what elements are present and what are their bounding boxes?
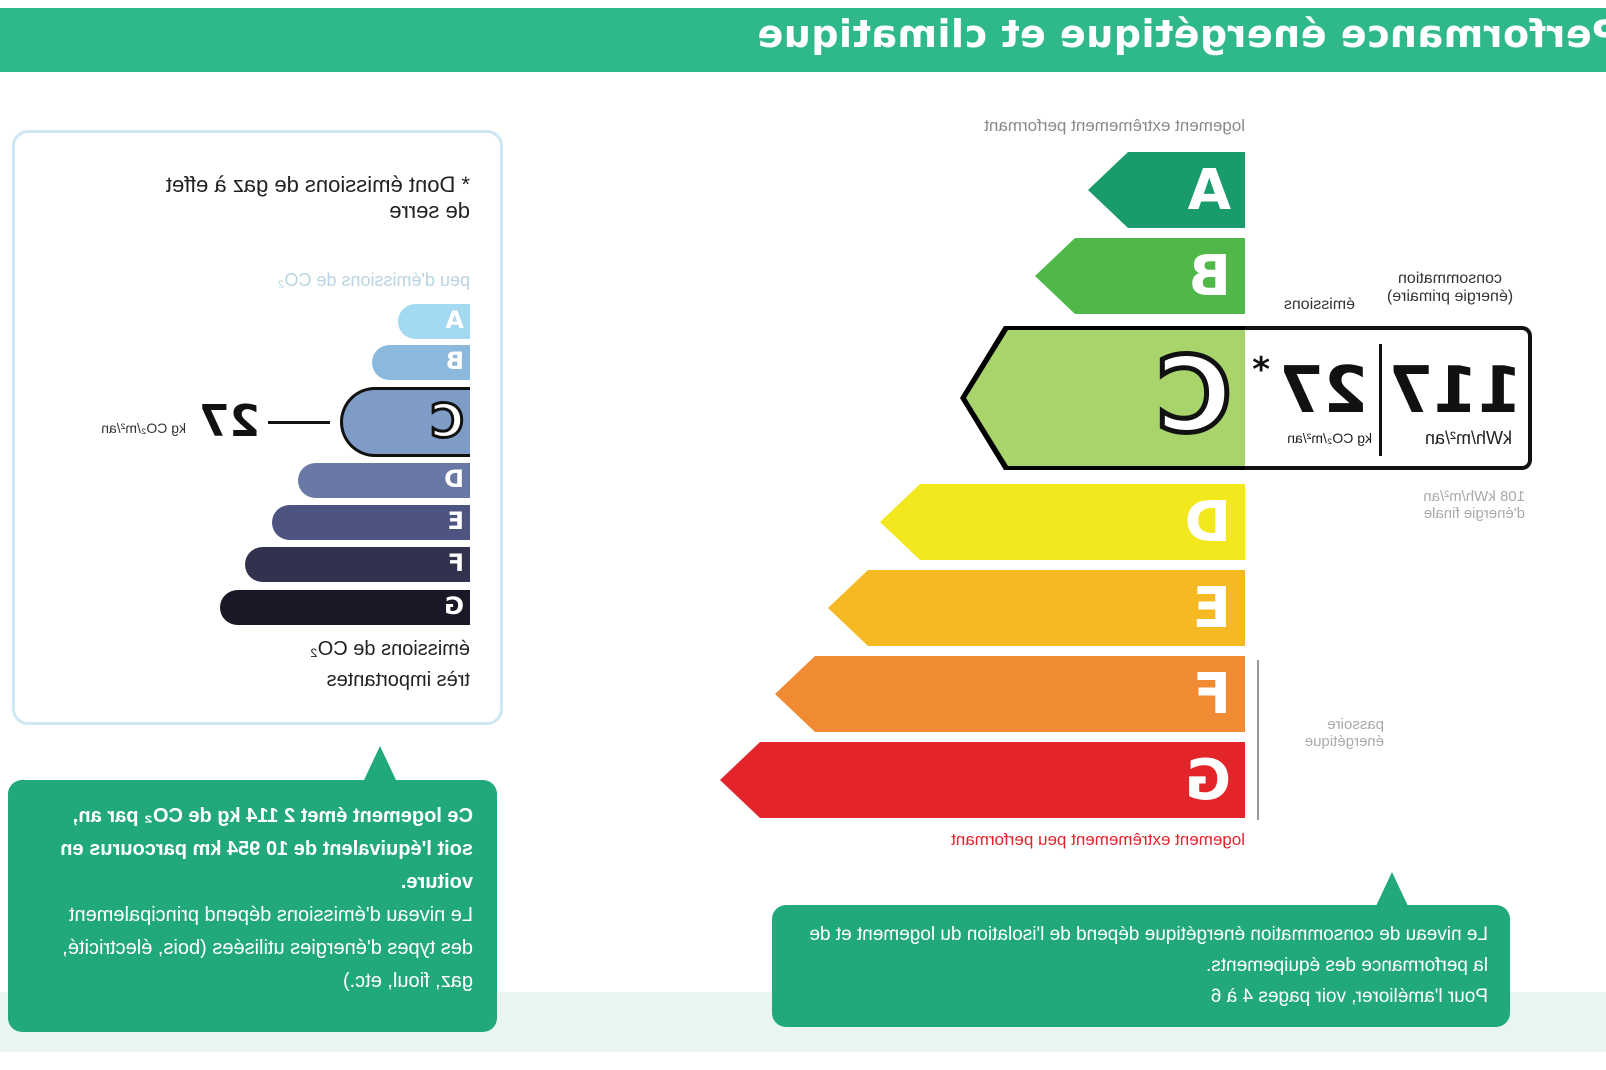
energy-letter-b: B bbox=[1188, 244, 1231, 309]
emissions-value: 27 bbox=[1278, 354, 1368, 428]
final-energy: 108 kWh/m²/an d'énergie finale bbox=[1385, 488, 1525, 522]
ges-note: * Dont émissions de gaz à effet de serre bbox=[165, 172, 470, 223]
ges-bar-e: E bbox=[272, 505, 470, 540]
ges-callout-bold: Ce logement émet 2 114 kg de CO₂ par an,… bbox=[60, 805, 473, 893]
consumption-unit: kWh/m²/an bbox=[1424, 428, 1512, 448]
energy-bottom-label: logement extrêmement peu performant bbox=[951, 830, 1245, 849]
passoire-label: passoire énergétique bbox=[1304, 716, 1384, 750]
ges-bar-a: A bbox=[398, 304, 470, 339]
energy-callout-text2: Pour l'améliorer, voir pages 4 à 6 bbox=[1210, 986, 1488, 1007]
energy-bar-e: E bbox=[828, 570, 1245, 646]
ges-letter-e: E bbox=[447, 507, 464, 535]
ges-bar-f: F bbox=[245, 547, 470, 582]
ges-callout-pointer bbox=[364, 746, 396, 780]
ges-bottom-label: émissions de CO₂ très importantes bbox=[309, 638, 470, 691]
energy-bar-d: D bbox=[880, 484, 1245, 560]
energy-bar-g: G bbox=[720, 742, 1245, 818]
ges-bar-c: C bbox=[340, 387, 470, 457]
energy-letter-c: C bbox=[1153, 332, 1234, 459]
energy-bar-f: F bbox=[775, 656, 1245, 732]
energy-callout-pointer bbox=[1376, 872, 1408, 906]
page-title: Performance énergétique et climatique bbox=[756, 12, 1606, 56]
passoire-bracket bbox=[1257, 660, 1259, 820]
ges-bar-d: D bbox=[298, 463, 470, 498]
energy-letter-d: D bbox=[1184, 490, 1231, 555]
ges-bar-b: B bbox=[372, 345, 470, 380]
ges-pointer-line bbox=[268, 421, 330, 424]
current-energy-class: C 117 kWh/m²/an 27 * kg CO₂/m²/an bbox=[960, 326, 1532, 470]
ges-letter-b: B bbox=[445, 347, 464, 375]
emissions-label: émissions bbox=[1283, 296, 1355, 313]
consumption-label: consommation (énergie primaire) bbox=[1386, 270, 1514, 305]
ges-letter-a: A bbox=[445, 306, 464, 334]
emissions-asterisk: * bbox=[1252, 350, 1270, 390]
ges-letter-f: F bbox=[447, 549, 464, 577]
final-energy-label: d'énergie finale bbox=[1423, 505, 1525, 522]
energy-letter-e: E bbox=[1192, 576, 1231, 641]
energy-callout: Le niveau de consommation énergétique dé… bbox=[772, 905, 1510, 1027]
energy-bar-b: B bbox=[1035, 238, 1245, 314]
energy-callout-text: Le niveau de consommation énergétique dé… bbox=[809, 924, 1488, 976]
ges-bar-g: G bbox=[220, 590, 470, 625]
ges-letter-g: G bbox=[444, 592, 464, 620]
values-divider bbox=[1379, 344, 1382, 456]
ges-value: 27 bbox=[198, 396, 260, 447]
consumption-value: 117 bbox=[1388, 354, 1522, 428]
ges-unit: kg CO₂/m²/an bbox=[101, 420, 186, 436]
final-energy-value: 108 kWh/m²/an bbox=[1423, 488, 1525, 505]
ges-callout-text: Le niveau d'émissions dépend principalem… bbox=[62, 904, 473, 992]
ges-top-label: peu d'émissions de CO₂ bbox=[277, 270, 470, 290]
ges-letter-d: D bbox=[444, 465, 464, 493]
ges-letter-c: C bbox=[429, 393, 466, 450]
energy-letter-a: A bbox=[1187, 158, 1231, 223]
energy-top-label: logement extrêmement performant bbox=[984, 116, 1245, 135]
energy-bar-a: A bbox=[1088, 152, 1245, 228]
energy-letter-g: G bbox=[1185, 748, 1231, 813]
energy-letter-f: F bbox=[1192, 662, 1231, 727]
emissions-unit: kg CO₂/m²/an bbox=[1287, 430, 1372, 446]
ges-callout: Ce logement émet 2 114 kg de CO₂ par an,… bbox=[8, 780, 497, 1032]
